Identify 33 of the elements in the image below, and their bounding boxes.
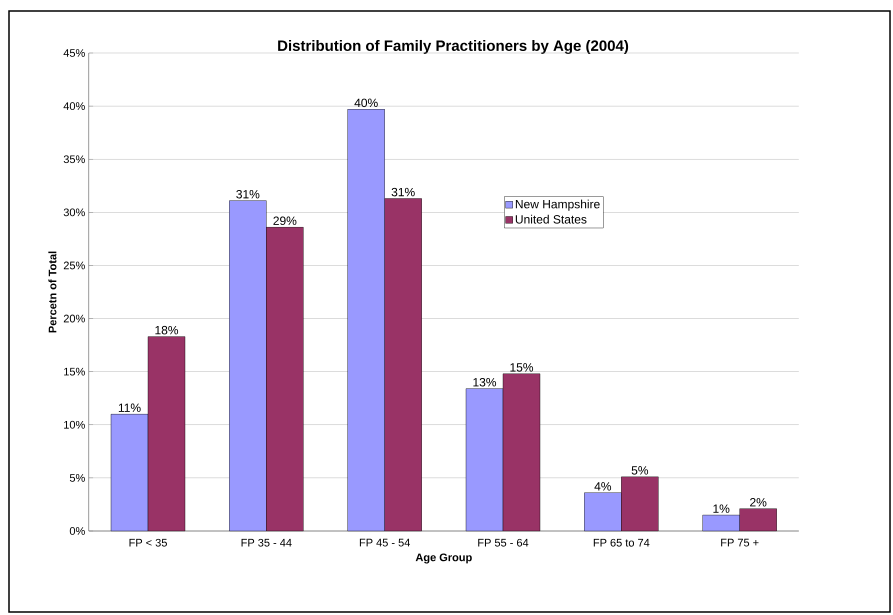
data-label: 40% [354,98,378,108]
x-tick-label: FP < 35 [129,538,167,547]
chart-title: Distribution of Family Practitioners by Age (2004) [278,40,628,54]
y-tick-label: 45% [64,49,85,57]
legend-label: New Hampshire [516,200,600,211]
data-label: 5% [632,466,648,475]
data-label: 13% [473,378,496,386]
y-tick-label: 30% [64,208,85,216]
data-label: 15% [510,363,534,372]
y-tick-label: 5% [70,474,85,482]
y-axis-title: Percetn of Total [48,252,56,332]
y-tick-label: 10% [64,420,85,429]
x-tick-label: FP 75 + [721,538,759,546]
data-label: 31% [236,190,260,198]
data-label: 4% [594,482,612,491]
y-tick-label: 0% [70,527,85,535]
data-label: 2% [750,498,766,506]
data-label: 31% [392,188,415,196]
y-tick-label: 35% [64,155,85,164]
x-axis-title: Age Group [416,553,472,564]
data-label: 11% [118,404,141,412]
x-tick-label: FP 65 to 74 [594,538,650,547]
data-label: 18% [155,326,178,334]
x-tick-label: FP 45 - 54 [360,538,410,546]
y-tick-label: 40% [64,102,85,110]
x-tick-label: FP 35 - 44 [242,538,292,547]
y-tick-label: 15% [64,368,85,376]
data-label: 1% [713,504,730,513]
data-label: 29% [273,216,296,225]
legend-label: United States [516,214,586,224]
y-tick-label: 20% [64,314,85,322]
x-tick-label: FP 55 - 64 [478,538,528,547]
y-tick-label: 25% [64,262,85,270]
